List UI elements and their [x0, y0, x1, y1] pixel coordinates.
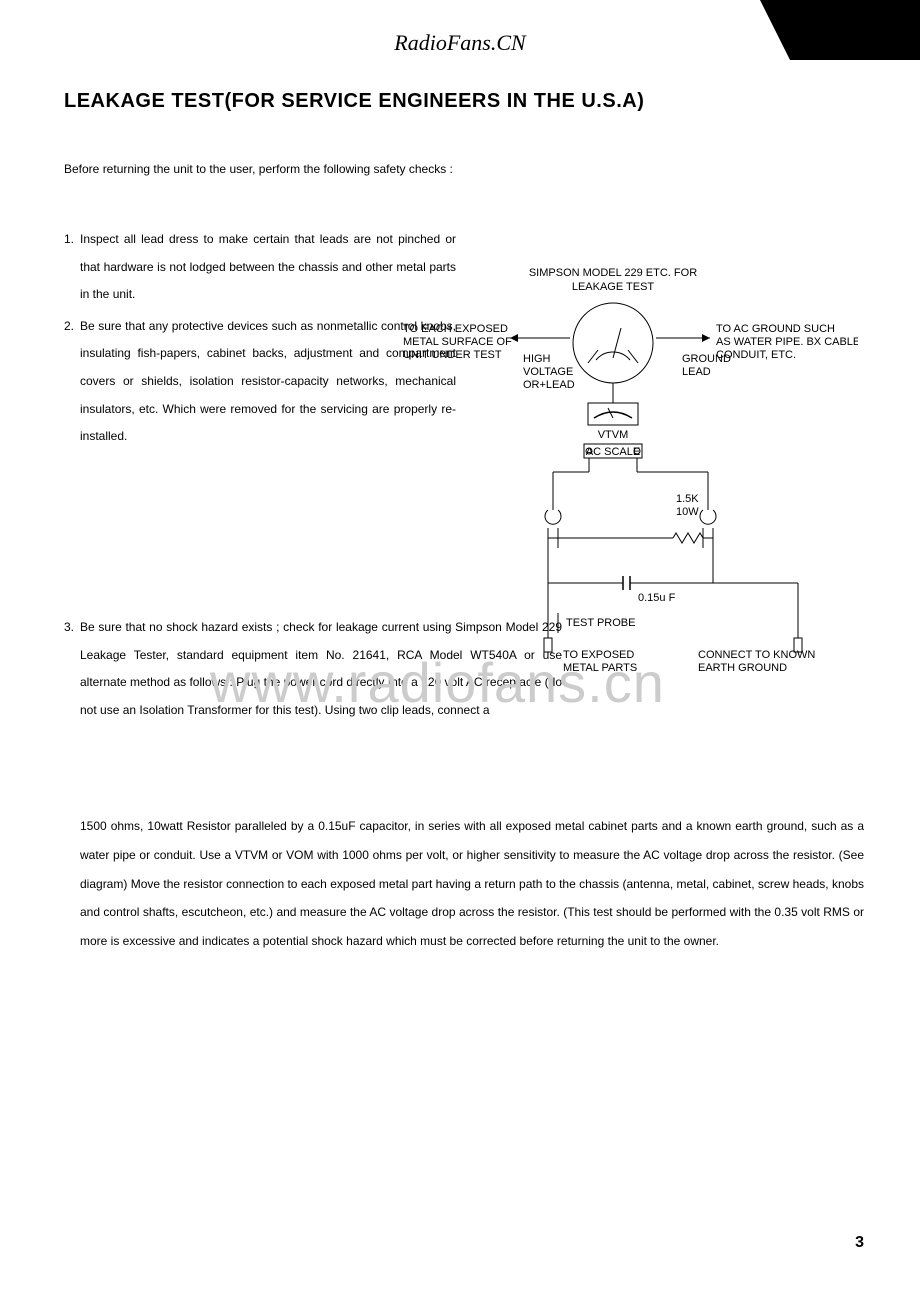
diagram-label: AS WATER PIPE. BX CABLE. — [716, 336, 858, 348]
diagram-label: TO EACH EXPOSED — [403, 323, 508, 335]
meter-arc — [596, 352, 630, 360]
diagram-label: 10W — [676, 506, 699, 518]
connector-icon — [544, 638, 552, 652]
diagram-label: METAL SURFACE OF — [403, 336, 512, 348]
diagram-label: EARTH GROUND — [698, 662, 787, 674]
page-number: 3 — [855, 1234, 864, 1252]
meter-tick — [628, 350, 638, 363]
arrow-head-icon — [702, 334, 710, 342]
diagram-label: HIGH — [523, 353, 551, 365]
diagram-label: 1.5K — [676, 493, 699, 505]
diagram-label: SIMPSON MODEL 229 ETC. FOR — [529, 267, 697, 279]
list-number: 2. — [64, 313, 80, 451]
continuation-paragraph: 1500 ohms, 10watt Resistor paralleled by… — [80, 812, 864, 956]
diagram-label: GROUND — [682, 353, 731, 365]
diagram-label: TO AC GROUND SUCH — [716, 323, 835, 335]
intro-text: Before returning the unit to the user, p… — [64, 162, 453, 176]
meter-needle-icon — [613, 328, 621, 358]
vtvm-box — [588, 403, 638, 425]
diagram-label: VOLTAGE — [523, 366, 573, 378]
resistor-icon — [673, 533, 703, 543]
meter-icon — [573, 303, 653, 383]
probe-loop-icon — [700, 510, 716, 524]
diagram-label: 0.15u F — [638, 592, 676, 604]
diagram-label: CONNECT TO KNOWN — [698, 649, 815, 661]
diagram-label: AC SCALE — [586, 446, 640, 458]
list-number: 3. — [64, 614, 80, 724]
diagram-label: LEAKAGE TEST — [572, 281, 655, 293]
meter-tick — [588, 350, 598, 363]
diagram-label: VTVM — [598, 429, 629, 441]
list-number: 1. — [64, 226, 80, 309]
leakage-test-diagram: SIMPSON MODEL 229 ETC. FOR LEAKAGE TEST … — [398, 258, 858, 698]
diagram-label: LEAD — [682, 366, 711, 378]
watermark-header: RadioFans.CN — [394, 30, 525, 56]
diagram-label: TO EXPOSED — [563, 649, 634, 661]
diagram-label: UNIT UNDER TEST — [403, 349, 502, 361]
page-title: LEAKAGE TEST(FOR SERVICE ENGINEERS IN TH… — [64, 90, 644, 113]
probe-loop-icon — [545, 510, 561, 524]
diagram-label: OR+LEAD — [523, 379, 575, 391]
diagram-label: METAL PARTS — [563, 662, 637, 674]
diagram-label: TEST PROBE — [566, 617, 635, 629]
